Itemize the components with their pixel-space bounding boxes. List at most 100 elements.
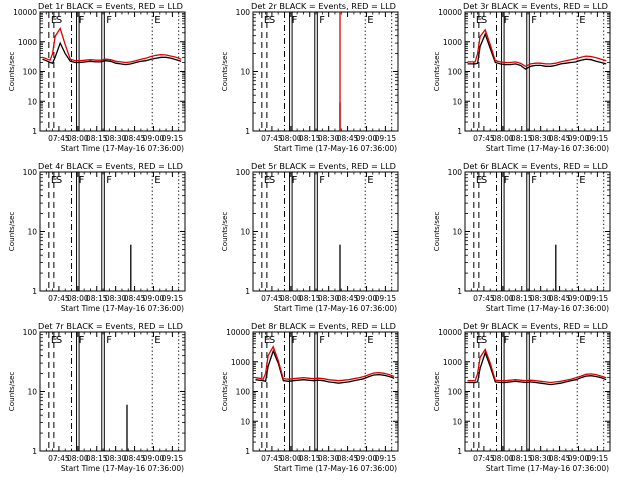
x-tick-label: 08:00 [280, 454, 302, 463]
x-tick-label: 08:00 [67, 294, 89, 303]
y-tick-label: 10 [27, 228, 37, 237]
x-tick-label: 09:00 [143, 454, 165, 463]
y-tick-label: 10000 [226, 328, 250, 337]
x-tick-label: 09:15 [375, 294, 397, 303]
panel-title: Det 2r BLACK = Events, RED = LLD [251, 1, 396, 11]
y-tick-label: 1000 [443, 358, 462, 367]
y-tick-label: 1 [457, 127, 462, 136]
y-tick-label: 10 [452, 417, 462, 426]
y-axis-label: Counts/sec [432, 372, 441, 412]
series-lld [467, 28, 607, 68]
x-tick-label: 09:15 [375, 454, 397, 463]
y-tick-label: 10 [452, 97, 462, 106]
plot-frame [39, 171, 186, 292]
y-axis-label: Counts/sec [432, 212, 441, 252]
event-marker-label: F [79, 15, 85, 26]
panel-title: Det 4r BLACK = Events, RED = LLD [38, 161, 183, 171]
y-tick-label: 100 [448, 168, 463, 177]
x-axis-label: Start Time (17-May-16 07:36:00) [486, 304, 609, 313]
event-marker-label: S [269, 15, 275, 26]
plot-frame [39, 11, 186, 132]
x-tick-label: 07:45 [48, 294, 70, 303]
event-marker-label: E [264, 15, 270, 26]
x-tick-label: 08:45 [337, 134, 359, 143]
x-tick-label: 08:45 [337, 294, 359, 303]
x-tick-label: 09:00 [568, 134, 590, 143]
x-tick-label: 08:30 [105, 454, 127, 463]
x-tick-label: 08:15 [86, 294, 108, 303]
x-tick-label: 08:30 [318, 294, 340, 303]
x-axis-label: Start Time (17-May-16 07:36:00) [61, 144, 184, 153]
x-axis-label: Start Time (17-May-16 07:36:00) [486, 144, 609, 153]
x-tick-label: 08:15 [511, 134, 533, 143]
x-axis-label: Start Time (17-May-16 07:36:00) [61, 464, 184, 473]
x-tick-label: 08:00 [67, 454, 89, 463]
event-marker-label: E [476, 175, 482, 186]
series-lld [467, 347, 607, 384]
y-tick-label: 1 [32, 287, 37, 296]
x-tick-label: 08:45 [124, 454, 146, 463]
x-tick-label: 07:45 [261, 454, 283, 463]
plot-frame [252, 171, 399, 292]
event-marker-label: E [476, 15, 482, 26]
y-tick-label: 1000 [18, 38, 37, 47]
x-tick-label: 07:45 [48, 134, 70, 143]
x-tick-label: 08:30 [105, 134, 127, 143]
panel-7: Det 7r BLACK = Events, RED = LLD 1 10 100 Co… [7, 321, 186, 473]
plot-frame [39, 331, 186, 452]
x-tick-label: 08:15 [299, 294, 321, 303]
event-marker-label: E [51, 175, 57, 186]
x-tick-label: 09:15 [162, 454, 184, 463]
event-marker-label: F [504, 335, 510, 346]
event-marker-label: S [481, 175, 487, 186]
plot-frame [464, 331, 611, 452]
x-tick-label: 07:45 [261, 294, 283, 303]
y-tick-label: 1000 [231, 358, 250, 367]
x-tick-label: 08:45 [549, 294, 571, 303]
x-tick-label: 08:00 [492, 454, 514, 463]
x-tick-label: 09:15 [162, 134, 184, 143]
panel-6: Det 6r BLACK = Events, RED = LLD 1 10 100 Co… [432, 161, 611, 313]
y-tick-label: 1 [32, 127, 37, 136]
x-tick-label: 07:45 [473, 294, 495, 303]
y-axis-label: Counts/sec [432, 52, 441, 92]
event-marker-label: F [292, 175, 298, 186]
x-axis-label: Start Time (17-May-16 07:36:00) [274, 464, 397, 473]
event-marker-label: S [269, 175, 275, 186]
panel-2: Det 2r BLACK = Events, RED = LLD 1 10 100 Co… [220, 1, 399, 153]
x-tick-label: 08:00 [280, 134, 302, 143]
y-axis-label: Counts/sec [220, 372, 229, 412]
y-tick-label: 100 [236, 8, 251, 17]
y-tick-label: 1 [457, 447, 462, 456]
y-tick-label: 1 [245, 127, 250, 136]
event-marker-label: E [154, 15, 160, 26]
x-tick-label: 09:00 [143, 134, 165, 143]
event-marker-label: E [51, 15, 57, 26]
x-tick-label: 08:45 [124, 294, 146, 303]
y-tick-label: 100 [236, 388, 251, 397]
panel-9: Det 9r BLACK = Events, RED = LLD 1 10 100 10… [432, 321, 611, 473]
x-axis-label: Start Time (17-May-16 07:36:00) [486, 464, 609, 473]
x-tick-label: 09:15 [587, 294, 609, 303]
plot-frame [464, 11, 611, 132]
event-marker-label: E [154, 175, 160, 186]
x-tick-label: 08:00 [280, 294, 302, 303]
panel-title: Det 9r BLACK = Events, RED = LLD [463, 321, 608, 331]
x-tick-label: 08:30 [318, 134, 340, 143]
x-tick-label: 08:15 [299, 134, 321, 143]
y-tick-label: 10 [27, 97, 37, 106]
panel-5: Det 5r BLACK = Events, RED = LLD 1 10 100 Co… [220, 161, 399, 313]
y-axis-label: Counts/sec [7, 52, 16, 92]
event-marker-label: F [106, 15, 112, 26]
y-axis-label: Counts/sec [220, 212, 229, 252]
event-marker-label: F [79, 335, 85, 346]
y-tick-label: 1000 [443, 38, 462, 47]
event-marker-label: S [269, 335, 275, 346]
event-marker-label: F [504, 15, 510, 26]
y-axis-label: Counts/sec [220, 52, 229, 92]
y-tick-label: 10000 [13, 8, 37, 17]
x-tick-label: 08:30 [530, 134, 552, 143]
x-tick-label: 08:00 [492, 294, 514, 303]
x-tick-label: 09:15 [375, 134, 397, 143]
x-tick-label: 07:45 [261, 134, 283, 143]
